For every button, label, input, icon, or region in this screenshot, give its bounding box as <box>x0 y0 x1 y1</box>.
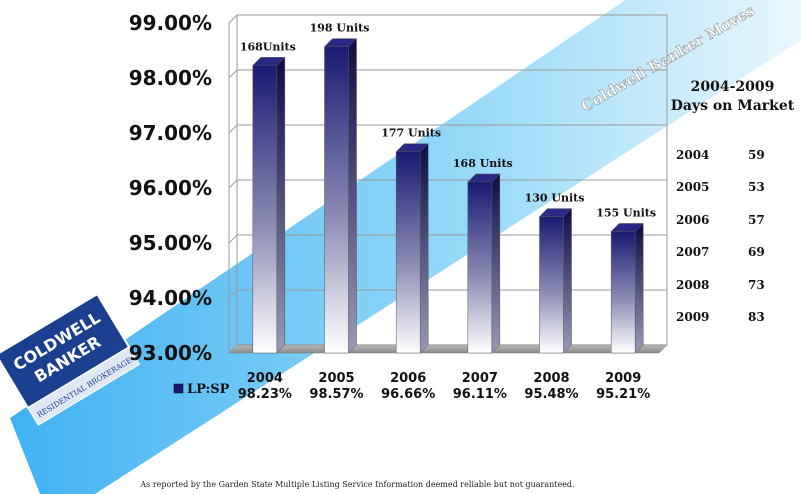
x-tick-label: 2006 <box>390 371 426 386</box>
y-tick-label: 94.00% <box>129 286 212 310</box>
dom-year: 2005 <box>676 180 710 195</box>
value-label: 95.48% <box>524 387 578 402</box>
y-tick-label: 97.00% <box>129 121 212 145</box>
gridline-depth <box>228 14 238 24</box>
value-label: 96.11% <box>453 387 507 402</box>
days-on-market-title-line-1: 2004-2009 <box>690 79 775 95</box>
bar <box>324 46 349 354</box>
units-label: 198 Units <box>310 22 370 35</box>
bar <box>539 216 564 354</box>
dom-days: 59 <box>748 148 765 162</box>
plot-floor <box>228 344 668 354</box>
dom-days: 57 <box>748 212 765 227</box>
y-tick-label: 96.00% <box>129 176 212 200</box>
value-label: 96.66% <box>381 387 435 402</box>
days-on-market-rows: 2004 59 2005 53 2006 57 2007 69 2008 73 2009 8… <box>670 148 795 342</box>
x-tick-label: 2005 <box>318 371 354 386</box>
bar <box>395 151 421 354</box>
value-label: 98.23% <box>238 387 292 402</box>
dom-row-2004: 2004 59 <box>670 148 795 180</box>
dom-year: 2009 <box>676 309 710 324</box>
dom-days: 73 <box>748 277 765 292</box>
units-label: 168 Units <box>453 157 513 170</box>
bar-side <box>276 56 286 354</box>
dom-days: 53 <box>748 180 765 195</box>
units-label: 130 Units <box>525 192 585 205</box>
x-tick-label: 2009 <box>605 371 641 386</box>
plot-area: 99.00% 98.00% 97.00% 96.00% 95.00% 94.00% 93.0… <box>129 11 668 402</box>
days-on-market-title-line-2: Days on Market <box>670 98 795 114</box>
x-tick-label: 2007 <box>462 371 498 386</box>
bar-side <box>348 38 357 354</box>
bar-side <box>419 143 429 354</box>
units-label: 177 Units <box>381 127 441 140</box>
gridline-depth <box>228 179 238 189</box>
dom-year: 2006 <box>676 212 710 227</box>
bar <box>467 181 493 354</box>
y-tick-label: 93.00% <box>129 341 212 365</box>
gridline-depth <box>228 69 238 79</box>
y-tick-label: 95.00% <box>129 231 212 255</box>
gridline-depth <box>228 124 238 134</box>
footnote: As reported by the Garden State Multiple… <box>140 480 575 489</box>
dom-year: 2007 <box>676 245 710 260</box>
bar <box>252 65 278 354</box>
x-tick-label: 2008 <box>533 371 569 386</box>
dom-row-2006: 2006 57 <box>670 213 795 245</box>
dom-days: 83 <box>748 309 765 324</box>
dom-year: 2008 <box>676 277 710 292</box>
y-tick-label: 98.00% <box>129 66 212 90</box>
dom-row-2007: 2007 69 <box>670 245 795 277</box>
value-label: 95.21% <box>596 387 650 402</box>
bar-side <box>491 173 501 354</box>
bar-side <box>563 207 572 354</box>
dom-year: 2004 <box>676 148 710 162</box>
legend-label: LP:SP <box>187 382 230 397</box>
gridline-depth <box>228 234 238 244</box>
legend: LP:SP <box>173 382 230 397</box>
gridline-depth <box>228 289 238 299</box>
dom-days: 69 <box>748 245 765 260</box>
bar <box>610 231 636 354</box>
dom-row-2008: 2008 73 <box>670 278 795 310</box>
x-tick-label: 2004 <box>247 371 283 386</box>
days-on-market-table: 2004-2009 Days on Market 2004 59 2005 53 2… <box>670 78 795 324</box>
y-tick-label: 99.00% <box>129 11 212 35</box>
bar-side <box>634 222 644 354</box>
dom-row-2005: 2005 53 <box>670 180 795 212</box>
legend-swatch <box>173 383 184 394</box>
units-label: 168Units <box>240 40 296 53</box>
dom-row-2009: 2009 83 <box>670 310 795 342</box>
value-label: 98.57% <box>309 387 363 402</box>
units-label: 155 Units <box>596 206 656 219</box>
